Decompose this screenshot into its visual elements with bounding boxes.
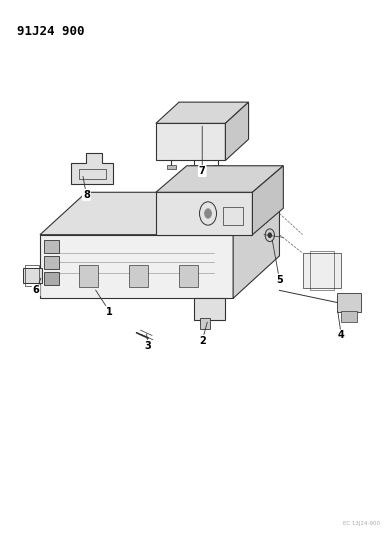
Polygon shape xyxy=(156,102,249,123)
Bar xyxy=(129,265,148,287)
Text: 8: 8 xyxy=(83,190,90,200)
Bar xyxy=(25,265,39,286)
Text: 7: 7 xyxy=(199,166,206,176)
Bar xyxy=(303,253,341,288)
Bar xyxy=(190,165,199,169)
Bar xyxy=(79,265,98,287)
Bar xyxy=(167,165,176,169)
Text: 5: 5 xyxy=(276,274,283,285)
Text: EC 13J24-900: EC 13J24-900 xyxy=(343,521,380,526)
Polygon shape xyxy=(71,152,113,184)
Text: 6: 6 xyxy=(33,285,40,295)
Polygon shape xyxy=(156,123,225,160)
Circle shape xyxy=(268,233,272,237)
Text: 3: 3 xyxy=(145,341,152,351)
Bar xyxy=(179,265,198,287)
Polygon shape xyxy=(156,166,283,192)
Bar xyxy=(23,268,42,284)
Bar xyxy=(44,272,59,285)
Bar xyxy=(44,240,59,253)
Bar xyxy=(310,251,333,290)
Text: 1: 1 xyxy=(106,306,113,317)
Bar xyxy=(44,256,59,269)
Bar xyxy=(223,207,243,225)
Polygon shape xyxy=(156,192,252,235)
Polygon shape xyxy=(40,235,233,298)
Text: 91J24 900: 91J24 900 xyxy=(17,25,84,38)
Polygon shape xyxy=(233,192,279,298)
Polygon shape xyxy=(194,298,225,319)
Polygon shape xyxy=(225,102,249,160)
Bar xyxy=(341,311,357,322)
Circle shape xyxy=(205,209,212,218)
Bar xyxy=(213,165,222,169)
Text: 4: 4 xyxy=(338,330,345,341)
Polygon shape xyxy=(252,166,283,235)
Polygon shape xyxy=(40,192,279,235)
Bar xyxy=(200,318,210,329)
Text: 2: 2 xyxy=(199,336,206,346)
Bar xyxy=(79,169,106,179)
Bar xyxy=(337,293,361,312)
